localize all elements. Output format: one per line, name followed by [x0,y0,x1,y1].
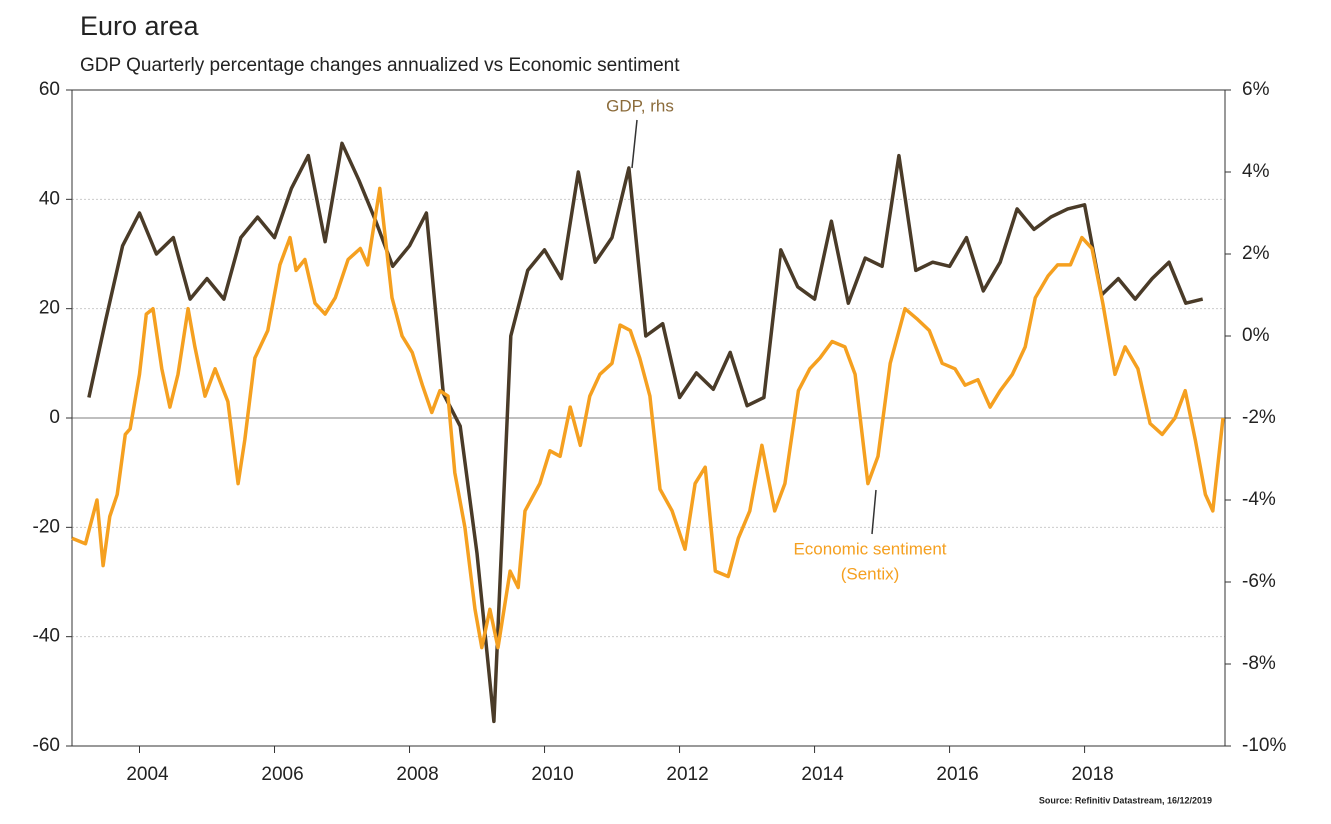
y2-tick-label: 6% [1242,79,1270,100]
plot-frame [71,89,1226,747]
annotation: (Sentix) [841,564,900,583]
y-tick-label: 0 [49,407,60,428]
chart-title: Euro area [80,11,200,41]
y2-tick-label: 0% [1242,325,1270,346]
x-tick-label: 2014 [801,764,844,785]
y2-tick-label: 2% [1242,243,1270,264]
y-tick-label: 20 [39,298,60,319]
y-tick-label: -40 [33,626,60,647]
y-tick-label: -60 [33,735,60,756]
x-tick-label: 2018 [1071,764,1113,785]
series-line [71,186,1225,650]
chart-subtitle: GDP Quarterly percentage changes annuali… [80,55,680,76]
x-tick-label: 2006 [261,764,303,785]
x-tick-label: 2004 [126,764,169,785]
y2-tick-label: -4% [1242,489,1276,510]
annotation-pointer [631,119,638,169]
y2-tick-label: -2% [1242,407,1276,428]
source-note: Source: Refinitiv Datastream, 16/12/2019 [1039,795,1212,805]
y-tick-label: 40 [39,188,60,209]
annotation: Economic sentiment [793,539,946,558]
y2-tick-label: -10% [1242,735,1286,756]
y-tick-label: -20 [33,516,60,537]
x-tick-label: 2008 [396,764,438,785]
series-line [87,141,1204,724]
y-tick-label: 60 [39,79,60,100]
annotation-pointer [871,489,877,535]
y2-tick-label: 4% [1242,161,1270,182]
x-tick-label: 2012 [666,764,708,785]
x-tick-label: 2016 [936,764,978,785]
x-tick-label: 2010 [531,764,573,785]
annotation: GDP, rhs [606,96,674,115]
y2-tick-label: -6% [1242,571,1276,592]
y2-tick-label: -8% [1242,653,1276,674]
